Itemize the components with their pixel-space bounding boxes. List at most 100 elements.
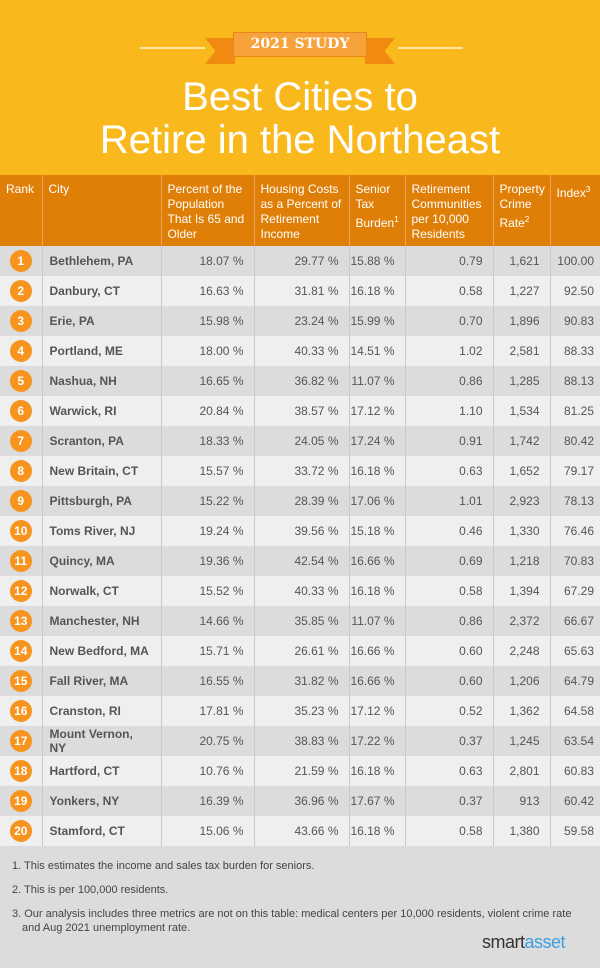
rank-circle: 7 bbox=[9, 430, 32, 452]
cell-retirement-communities: 0.79 bbox=[405, 246, 494, 276]
cell-property-crime-rate: 1,742 bbox=[493, 426, 551, 456]
cell-housing-costs: 24.05 % bbox=[254, 426, 350, 456]
column-header: Senior Tax Burden1 bbox=[349, 175, 406, 246]
cell-housing-costs: 36.82 % bbox=[254, 366, 350, 396]
cell-property-crime-rate: 2,581 bbox=[493, 336, 551, 366]
cell-rank: 2 bbox=[0, 276, 43, 306]
study-badge: 2021 STUDY bbox=[233, 32, 367, 57]
cell-city: New Britain, CT bbox=[42, 456, 162, 486]
rank-circle: 19 bbox=[9, 790, 32, 812]
cell-property-crime-rate: 1,652 bbox=[493, 456, 551, 486]
table-row: 9 Pittsburgh, PA 15.22 % 28.39 % 17.06 % 1.01… bbox=[0, 486, 600, 516]
cell-city: Mount Vernon, NY bbox=[42, 726, 162, 756]
cell-city: Erie, PA bbox=[42, 306, 162, 336]
column-header-label: Senior Tax Burden bbox=[355, 182, 395, 230]
cell-pct-65-plus: 19.24 % bbox=[161, 516, 255, 546]
rank-circle: 6 bbox=[9, 400, 32, 422]
cell-city: Scranton, PA bbox=[42, 426, 162, 456]
cell-rank: 12 bbox=[0, 576, 43, 606]
column-header: City bbox=[42, 175, 162, 246]
cell-retirement-communities: 0.58 bbox=[405, 816, 494, 846]
cell-rank: 19 bbox=[0, 786, 43, 816]
cell-index: 65.63 bbox=[550, 636, 600, 666]
column-header: Rank bbox=[0, 175, 43, 246]
rank-circle: 16 bbox=[9, 700, 32, 722]
cell-index: 64.58 bbox=[550, 696, 600, 726]
cell-property-crime-rate: 1,362 bbox=[493, 696, 551, 726]
cell-property-crime-rate: 1,206 bbox=[493, 666, 551, 696]
cell-senior-tax-burden: 16.18 % bbox=[349, 756, 406, 786]
column-header-label: Rank bbox=[6, 182, 35, 196]
hero-banner: 2021 STUDY Best Cities to Retire in the … bbox=[0, 0, 600, 175]
rank-circle: 17 bbox=[9, 730, 32, 752]
footnote-1: 1. This estimates the income and sales t… bbox=[12, 860, 315, 872]
cell-rank: 1 bbox=[0, 246, 43, 276]
rank-circle: 4 bbox=[9, 340, 32, 362]
title-line-1: Best Cities to bbox=[182, 75, 418, 119]
table-row: 2 Danbury, CT 16.63 % 31.81 % 16.18 % 0.58 1,2… bbox=[0, 276, 600, 306]
cell-property-crime-rate: 1,394 bbox=[493, 576, 551, 606]
cell-senior-tax-burden: 15.18 % bbox=[349, 516, 406, 546]
page-title: Best Cities to Retire in the Northeast bbox=[0, 76, 600, 162]
cell-pct-65-plus: 16.55 % bbox=[161, 666, 255, 696]
cell-pct-65-plus: 14.66 % bbox=[161, 606, 255, 636]
cell-pct-65-plus: 17.81 % bbox=[161, 696, 255, 726]
cell-property-crime-rate: 913 bbox=[493, 786, 551, 816]
cell-senior-tax-burden: 17.24 % bbox=[349, 426, 406, 456]
cell-pct-65-plus: 10.76 % bbox=[161, 756, 255, 786]
cell-retirement-communities: 0.37 bbox=[405, 786, 494, 816]
table-row: 7 Scranton, PA 18.33 % 24.05 % 17.24 % 0.91 1,… bbox=[0, 426, 600, 456]
cell-senior-tax-burden: 17.22 % bbox=[349, 726, 406, 756]
cell-property-crime-rate: 1,330 bbox=[493, 516, 551, 546]
cell-retirement-communities: 1.10 bbox=[405, 396, 494, 426]
table-row: 10 Toms River, NJ 19.24 % 39.56 % 15.18 % 0.4… bbox=[0, 516, 600, 546]
cell-property-crime-rate: 1,227 bbox=[493, 276, 551, 306]
table-row: 6 Warwick, RI 20.84 % 38.57 % 17.12 % 1.10 1,5… bbox=[0, 396, 600, 426]
cell-senior-tax-burden: 11.07 % bbox=[349, 606, 406, 636]
table-row: 14 New Bedford, MA 15.71 % 26.61 % 16.66 % 0.… bbox=[0, 636, 600, 666]
cell-senior-tax-burden: 16.66 % bbox=[349, 636, 406, 666]
cell-city: Stamford, CT bbox=[42, 816, 162, 846]
cell-retirement-communities: 0.63 bbox=[405, 456, 494, 486]
cell-pct-65-plus: 15.71 % bbox=[161, 636, 255, 666]
cell-retirement-communities: 0.58 bbox=[405, 576, 494, 606]
cell-pct-65-plus: 15.57 % bbox=[161, 456, 255, 486]
cell-pct-65-plus: 19.36 % bbox=[161, 546, 255, 576]
cell-index: 70.83 bbox=[550, 546, 600, 576]
decorative-rule-right bbox=[398, 47, 463, 49]
rank-circle: 1 bbox=[9, 250, 32, 272]
cell-senior-tax-burden: 16.66 % bbox=[349, 546, 406, 576]
cell-rank: 20 bbox=[0, 816, 43, 846]
cell-rank: 15 bbox=[0, 666, 43, 696]
cell-retirement-communities: 0.86 bbox=[405, 366, 494, 396]
cell-city: Toms River, NJ bbox=[42, 516, 162, 546]
cell-senior-tax-burden: 16.18 % bbox=[349, 576, 406, 606]
cell-retirement-communities: 0.70 bbox=[405, 306, 494, 336]
rank-circle: 3 bbox=[9, 310, 32, 332]
cell-senior-tax-burden: 16.18 % bbox=[349, 816, 406, 846]
column-header: Percent of the Population That Is 65 and… bbox=[161, 175, 255, 246]
cell-property-crime-rate: 1,218 bbox=[493, 546, 551, 576]
table-row: 15 Fall River, MA 16.55 % 31.82 % 16.66 % 0.6… bbox=[0, 666, 600, 696]
cell-index: 76.46 bbox=[550, 516, 600, 546]
cell-index: 59.58 bbox=[550, 816, 600, 846]
rank-circle: 2 bbox=[9, 280, 32, 302]
cell-city: Bethlehem, PA bbox=[42, 246, 162, 276]
cell-pct-65-plus: 18.07 % bbox=[161, 246, 255, 276]
cell-rank: 13 bbox=[0, 606, 43, 636]
table-row: 8 New Britain, CT 15.57 % 33.72 % 16.18 % 0.6… bbox=[0, 456, 600, 486]
cell-index: 90.83 bbox=[550, 306, 600, 336]
cell-index: 88.13 bbox=[550, 366, 600, 396]
cell-housing-costs: 42.54 % bbox=[254, 546, 350, 576]
cell-rank: 5 bbox=[0, 366, 43, 396]
cell-city: Warwick, RI bbox=[42, 396, 162, 426]
cell-retirement-communities: 0.58 bbox=[405, 276, 494, 306]
cell-city: Pittsburgh, PA bbox=[42, 486, 162, 516]
cell-city: Quincy, MA bbox=[42, 546, 162, 576]
rank-circle: 5 bbox=[9, 370, 32, 392]
cell-rank: 10 bbox=[0, 516, 43, 546]
cell-housing-costs: 29.77 % bbox=[254, 246, 350, 276]
cell-pct-65-plus: 16.65 % bbox=[161, 366, 255, 396]
rank-circle: 13 bbox=[9, 610, 32, 632]
cell-senior-tax-burden: 14.51 % bbox=[349, 336, 406, 366]
